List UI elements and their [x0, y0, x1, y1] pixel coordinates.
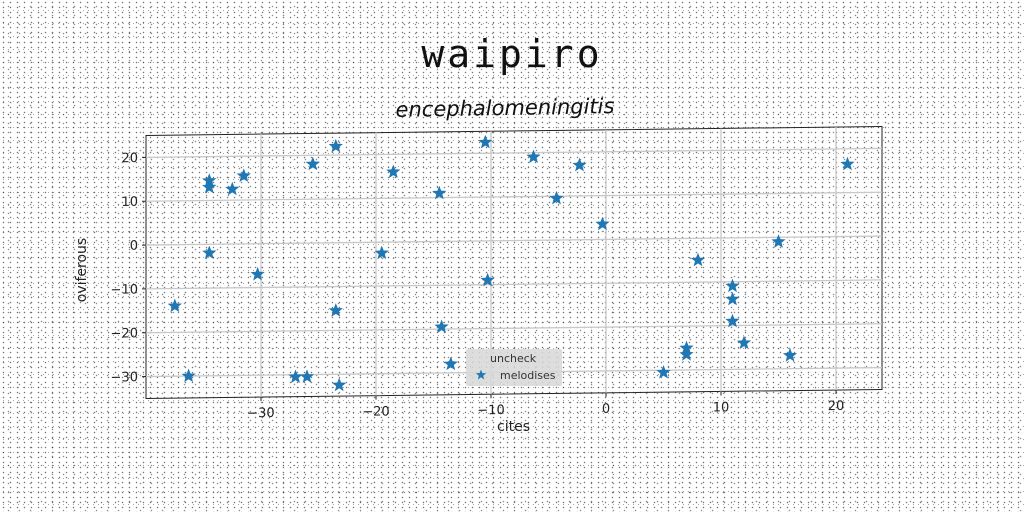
- data-point-star: [782, 348, 798, 362]
- y-grid-line: [146, 191, 882, 202]
- data-point-star: [526, 149, 541, 164]
- data-point-star: [725, 313, 740, 328]
- figure-suptitle: waipiro: [421, 32, 603, 76]
- data-point-star: [328, 138, 343, 153]
- data-point-star: [736, 335, 752, 350]
- data-point-star: [299, 369, 315, 383]
- data-point-star: [771, 234, 786, 248]
- data-point-star: [690, 252, 706, 267]
- data-point-star: [332, 377, 347, 392]
- data-point-star: [202, 179, 217, 194]
- data-point-star: [443, 356, 458, 371]
- data-point-star: [480, 272, 495, 287]
- plot-frame: [145, 125, 883, 399]
- data-point-star: [725, 291, 740, 306]
- y-grid-line: [146, 323, 882, 334]
- y-tick-label: −10: [111, 282, 138, 297]
- data-point-star: [595, 216, 610, 231]
- x-tick-label: −10: [477, 403, 504, 418]
- y-grid-line: [146, 235, 882, 246]
- data-point-star: [305, 156, 320, 171]
- x-tick-label: 20: [828, 399, 845, 414]
- x-axis-label: cites: [497, 419, 530, 435]
- y-grid-line: [146, 147, 882, 159]
- data-point-star: [725, 278, 740, 293]
- x-tick-label: 10: [713, 400, 730, 415]
- y-tick-label: 20: [121, 151, 138, 166]
- legend-title: uncheck: [490, 352, 537, 365]
- data-points: [167, 134, 855, 392]
- y-tick-label: 0: [130, 239, 138, 254]
- data-point-star: [434, 319, 449, 334]
- data-point-star: [167, 298, 182, 313]
- y-tick-label: −20: [111, 326, 138, 341]
- data-point-star: [572, 157, 587, 172]
- data-point-star: [478, 134, 493, 149]
- data-point-star: [432, 185, 447, 200]
- data-point-star: [288, 369, 303, 384]
- y-grid-line: [146, 279, 882, 290]
- data-point-star: [202, 245, 217, 260]
- data-point-star: [328, 303, 343, 317]
- x-tick-label: −20: [362, 404, 389, 419]
- data-point-star: [374, 245, 389, 260]
- y-axis-label: oviferous: [74, 237, 90, 303]
- data-point-star: [236, 168, 251, 183]
- data-point-star: [840, 156, 855, 171]
- x-tick-label: −30: [247, 406, 274, 421]
- axis-ticks: −30 −20 −10 0 10 20 −30 −20 −10 0 10 20: [111, 151, 845, 421]
- legend: uncheck melodises: [466, 349, 562, 386]
- y-tick-label: −30: [111, 370, 138, 385]
- legend-star-marker: [475, 369, 487, 380]
- legend-entry-melodises: melodises: [500, 369, 556, 382]
- data-point-star: [225, 181, 240, 196]
- x-tick-label: 0: [602, 402, 610, 417]
- data-point-star: [250, 266, 265, 281]
- data-point-star: [656, 364, 671, 379]
- data-point-star: [181, 368, 196, 383]
- data-point-star: [549, 190, 564, 205]
- data-point-star: [386, 164, 401, 179]
- data-point-star: [679, 347, 694, 361]
- grid: [146, 127, 882, 398]
- y-tick-label: 10: [121, 195, 138, 210]
